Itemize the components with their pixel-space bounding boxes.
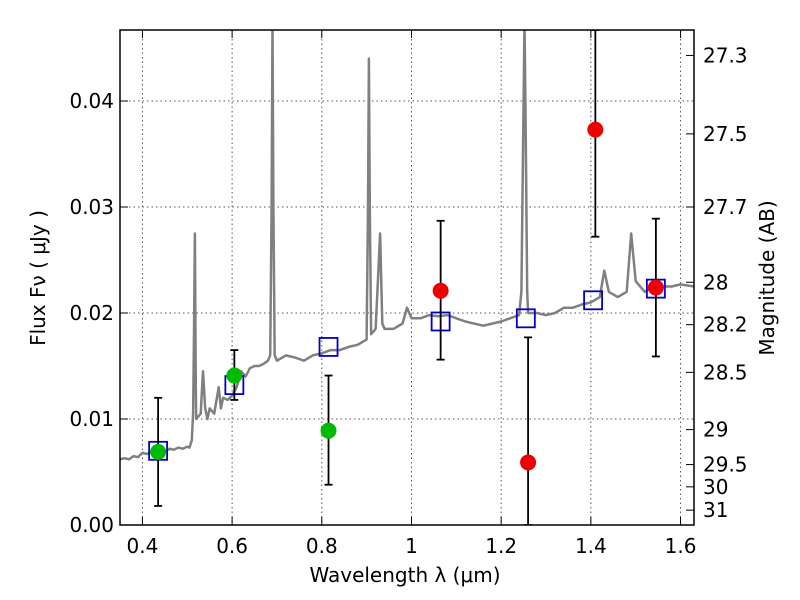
red-observation-point bbox=[647, 279, 664, 296]
right-tick-label: 27.3 bbox=[703, 43, 748, 67]
red-observation-point bbox=[520, 454, 537, 471]
model-point-square bbox=[583, 290, 604, 311]
right-tick-label: 29.5 bbox=[703, 453, 748, 477]
x-tick-label: 0.6 bbox=[216, 534, 248, 558]
right-tick-label: 30 bbox=[703, 475, 728, 499]
right-axis-label: Magnitude (AB) bbox=[755, 200, 779, 355]
spectrum-line bbox=[120, 30, 694, 461]
red-observation-point bbox=[432, 282, 449, 299]
x-tick-label: 0.4 bbox=[127, 534, 159, 558]
plot-frame bbox=[119, 29, 695, 526]
x-tick-label: 1.6 bbox=[665, 534, 697, 558]
x-tick-label: 1.4 bbox=[575, 534, 607, 558]
x-tick-label: 1 bbox=[405, 534, 418, 558]
y-tick-label: 0.04 bbox=[69, 89, 114, 113]
right-tick-label: 27.5 bbox=[703, 122, 748, 146]
grid-lines bbox=[120, 30, 694, 526]
green-observation-point bbox=[320, 422, 337, 439]
right-tick-label: 28 bbox=[703, 270, 728, 294]
red-observation-point bbox=[587, 121, 604, 138]
y-axis-label: Flux Fν ( μJy ) bbox=[26, 210, 50, 346]
green-observation-point bbox=[150, 443, 167, 460]
y-tick-label: 0.02 bbox=[69, 301, 114, 325]
x-tick-label: 1.2 bbox=[485, 534, 517, 558]
y-tick-label: 0.00 bbox=[69, 513, 114, 537]
axis-ticks: 0.4 0.6 0.8 1 1.2 1.4 1.6 0.00 0.01 0.02 0.03 0.04 2… bbox=[69, 30, 748, 558]
right-tick-label: 31 bbox=[703, 498, 728, 522]
model-point-square bbox=[515, 308, 536, 329]
model-point-square bbox=[318, 337, 339, 357]
green-observation-point bbox=[226, 367, 243, 384]
right-tick-label: 28.5 bbox=[703, 360, 748, 384]
observation-points bbox=[150, 30, 664, 525]
x-tick-label: 0.8 bbox=[306, 534, 338, 558]
x-axis-label: Wavelength λ (μm) bbox=[309, 563, 500, 587]
y-tick-label: 0.03 bbox=[69, 195, 114, 219]
y-tick-label: 0.01 bbox=[69, 407, 114, 431]
right-tick-label: 27.7 bbox=[703, 195, 748, 219]
right-tick-label: 29 bbox=[703, 418, 728, 442]
right-tick-label: 28.2 bbox=[703, 313, 748, 337]
